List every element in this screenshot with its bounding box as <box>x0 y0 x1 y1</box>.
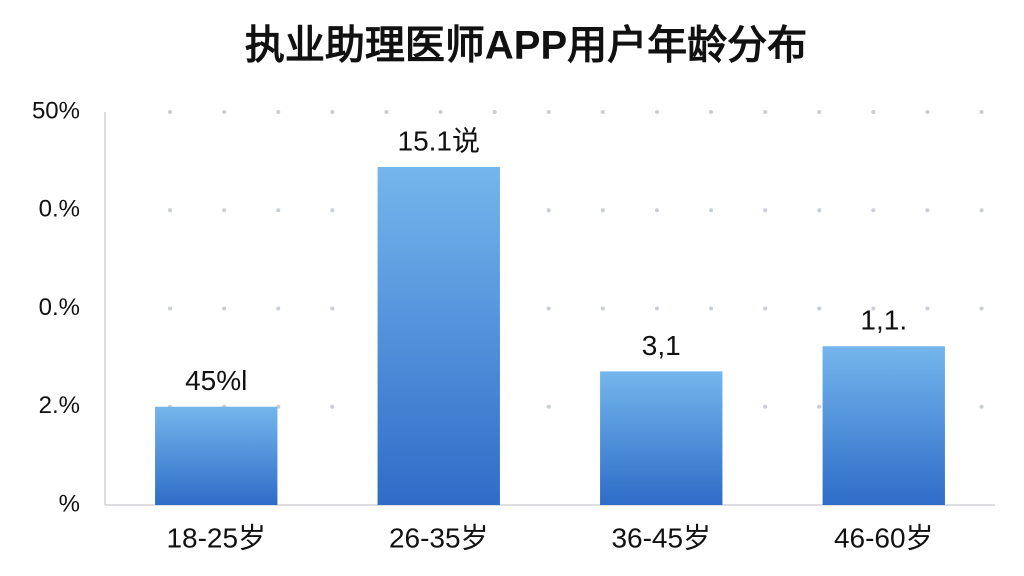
value-label: 1,1. <box>860 305 907 336</box>
x-tick-label: 46-60岁 <box>834 522 934 553</box>
bar <box>600 371 723 505</box>
chart-title: 执业助理医师APP用户年龄分布 <box>245 24 807 68</box>
y-tick-label: 2.% <box>39 392 80 419</box>
x-tick-label: 36-45岁 <box>611 522 711 553</box>
y-tick-label: % <box>59 490 80 517</box>
bar <box>377 167 500 505</box>
y-tick-label: 0.% <box>39 196 80 223</box>
value-label: 3,1 <box>642 330 681 361</box>
value-label: 15.1说 <box>398 125 481 156</box>
bar <box>822 346 945 505</box>
x-tick-label: 26-35岁 <box>389 522 489 553</box>
x-tick-label: 18-25岁 <box>166 522 266 553</box>
value-label: 45%l <box>185 365 247 396</box>
y-tick-label: 50% <box>32 97 80 124</box>
y-tick-label: 0.% <box>39 294 80 321</box>
bar <box>155 406 278 505</box>
